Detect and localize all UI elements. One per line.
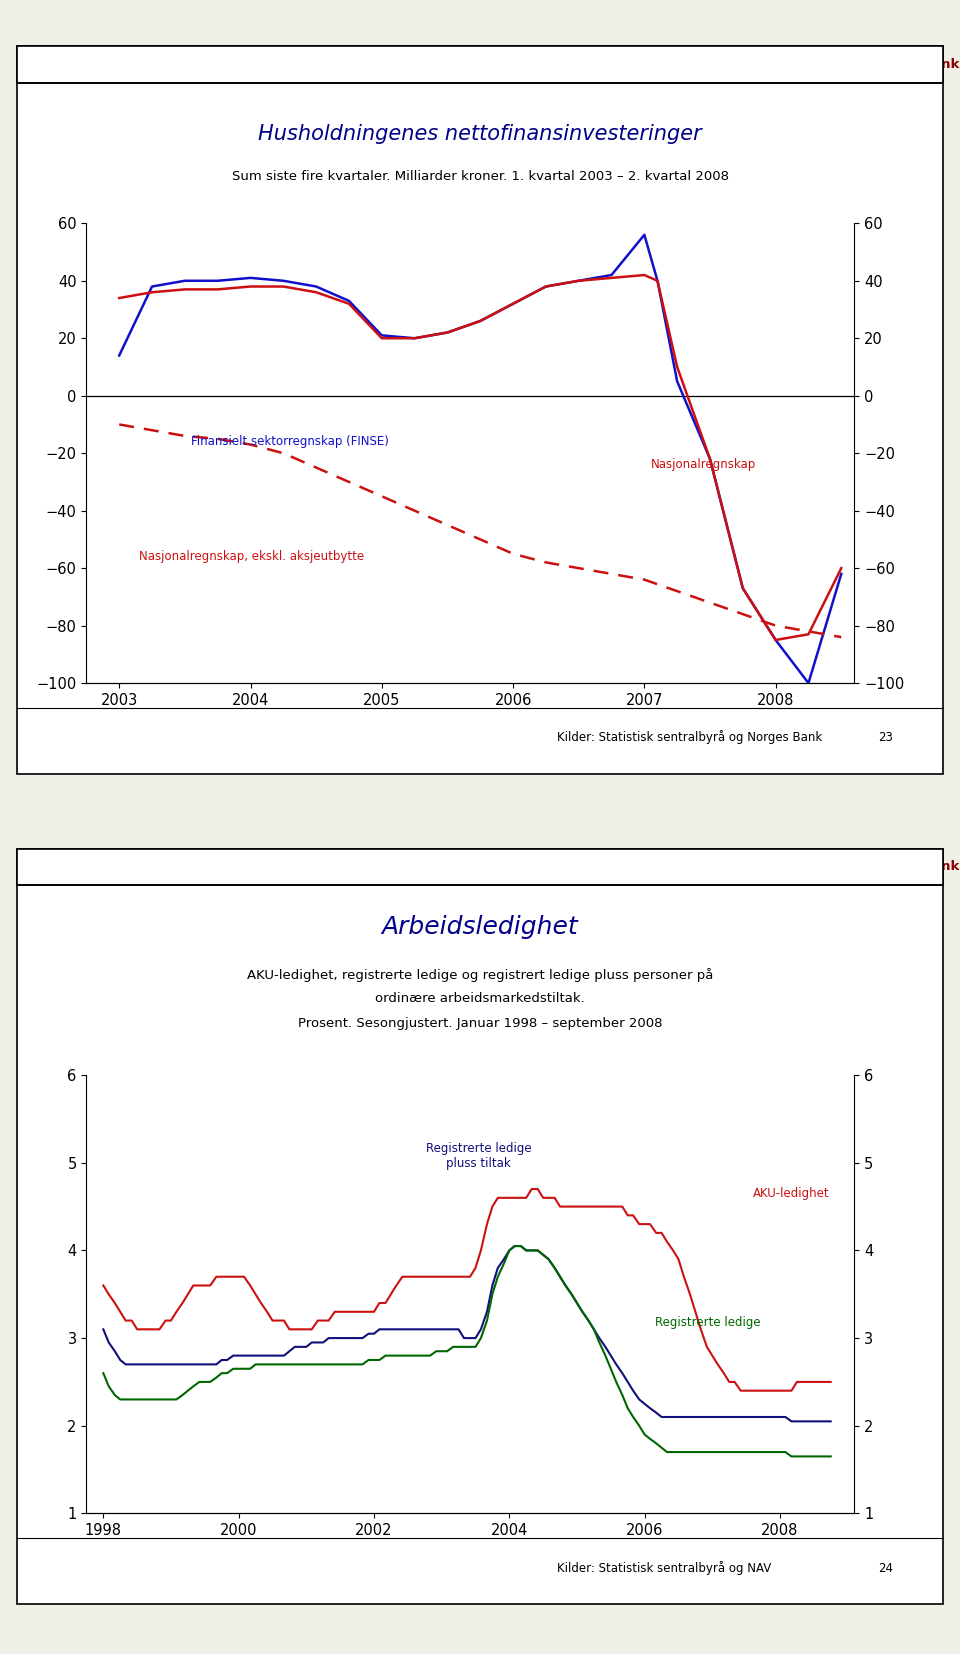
Text: ❖NB❖: ❖NB❖ bbox=[29, 58, 71, 71]
Text: Nasjonalregnskap, ekskl. aksjeutbytte: Nasjonalregnskap, ekskl. aksjeutbytte bbox=[139, 551, 364, 562]
Text: Registrerte ledige: Registrerte ledige bbox=[655, 1317, 760, 1328]
Text: 24: 24 bbox=[878, 1561, 894, 1575]
Text: Norges Bank: Norges Bank bbox=[864, 58, 959, 71]
Text: Nasjonalregnskap: Nasjonalregnskap bbox=[651, 458, 756, 471]
Text: Prosent. Sesongjustert. Januar 1998 – september 2008: Prosent. Sesongjustert. Januar 1998 – se… bbox=[298, 1017, 662, 1030]
Text: ordinære arbeidsmarkedstiltak.: ordinære arbeidsmarkedstiltak. bbox=[375, 992, 585, 1006]
Text: AKU-ledighet, registrerte ledige og registrert ledige pluss personer på: AKU-ledighet, registrerte ledige og regi… bbox=[247, 968, 713, 981]
Text: Sum siste fire kvartaler. Milliarder kroner. 1. kvartal 2003 – 2. kvartal 2008: Sum siste fire kvartaler. Milliarder kro… bbox=[231, 170, 729, 184]
Text: AKU-ledighet: AKU-ledighet bbox=[753, 1188, 829, 1199]
Text: Registrerte ledige
pluss tiltak: Registrerte ledige pluss tiltak bbox=[426, 1141, 532, 1169]
Text: Husholdningenes nettofinansinvesteringer: Husholdningenes nettofinansinvesteringer bbox=[258, 124, 702, 144]
Text: Finansielt sektorregnskap (FINSE): Finansielt sektorregnskap (FINSE) bbox=[191, 435, 390, 448]
Text: ❖NB❖: ❖NB❖ bbox=[29, 860, 71, 873]
Text: Kilder: Statistisk sentralbyrå og Norges Bank: Kilder: Statistisk sentralbyrå og Norges… bbox=[557, 731, 822, 744]
Text: Norges Bank: Norges Bank bbox=[864, 860, 959, 873]
Text: 23: 23 bbox=[878, 731, 893, 744]
Text: Arbeidsledighet: Arbeidsledighet bbox=[382, 915, 578, 939]
Text: Kilder: Statistisk sentralbyrå og NAV: Kilder: Statistisk sentralbyrå og NAV bbox=[557, 1561, 771, 1575]
